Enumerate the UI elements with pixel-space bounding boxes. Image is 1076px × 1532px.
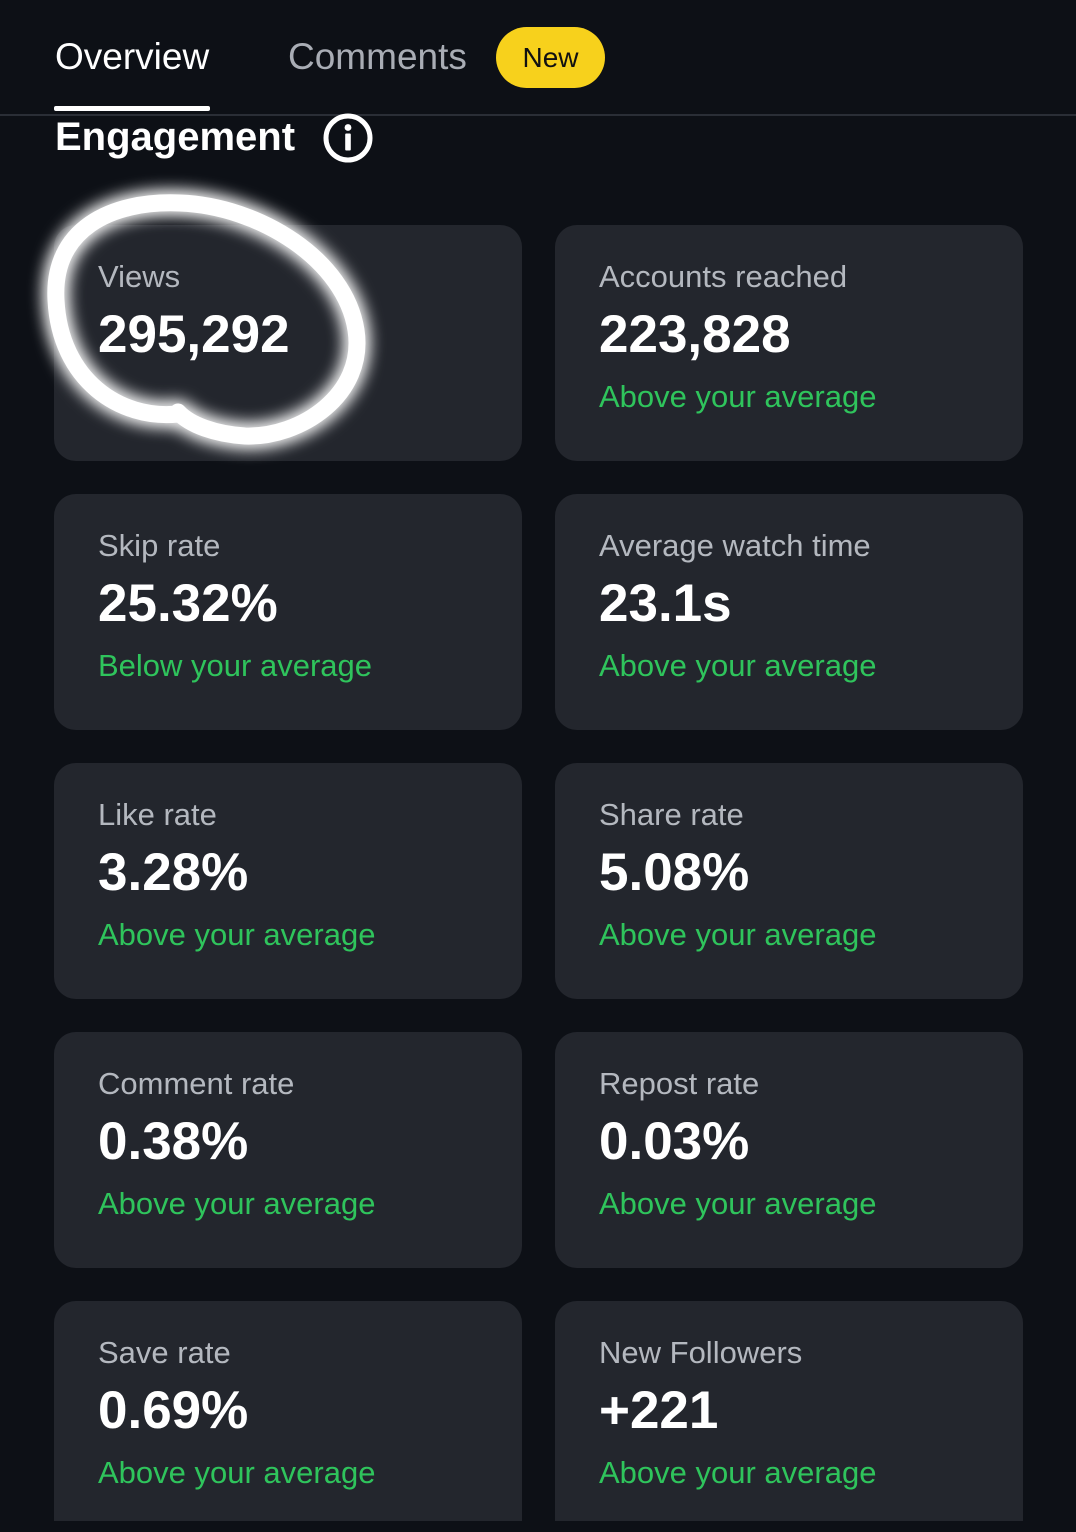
metric-value: 23.1s [599,574,732,633]
metric-card-share-rate[interactable]: Share rate 5.08% Above your average [555,763,1023,999]
metric-comparison: Above your average [599,1455,877,1490]
metric-card-new-followers[interactable]: New Followers +221 Above your average [555,1301,1023,1521]
metric-value: +221 [599,1381,719,1440]
metric-value: 25.32% [98,574,278,633]
metric-label: Comment rate [98,1066,295,1101]
active-tab-indicator [54,106,210,111]
metric-comparison: Above your average [98,1455,376,1490]
tab-comments[interactable]: Comments [288,36,467,77]
metric-label: Like rate [98,797,217,832]
metric-card-save-rate[interactable]: Save rate 0.69% Above your average [54,1301,522,1521]
section-title: Engagement [55,115,296,159]
metric-value: 0.03% [599,1112,750,1171]
metric-card-views[interactable]: Views 295,292 [54,225,522,461]
metric-value: 0.38% [98,1112,249,1171]
tab-bar: Overview Comments New [0,0,1076,116]
metric-comparison: Above your average [599,1186,877,1221]
metric-value: 223,828 [599,305,791,364]
metric-label: Save rate [98,1335,231,1370]
metric-card-like-rate[interactable]: Like rate 3.28% Above your average [54,763,522,999]
metric-card-comment-rate[interactable]: Comment rate 0.38% Above your average [54,1032,522,1268]
metric-comparison: Above your average [599,648,877,683]
new-badge: New [496,27,605,88]
metric-card-accounts-reached[interactable]: Accounts reached 223,828 Above your aver… [555,225,1023,461]
metric-label: Views [98,259,181,294]
tab-overview[interactable]: Overview [55,36,210,77]
info-icon[interactable] [322,112,374,164]
metric-card-repost-rate[interactable]: Repost rate 0.03% Above your average [555,1032,1023,1268]
metric-value: 5.08% [599,843,750,902]
metric-label: New Followers [599,1335,803,1370]
metric-value: 3.28% [98,843,249,902]
metric-label: Repost rate [599,1066,760,1101]
metric-comparison: Above your average [98,1186,376,1221]
metric-label: Share rate [599,797,744,832]
metric-value: 295,292 [98,305,290,364]
metric-comparison: Below your average [98,648,372,683]
metric-comparison: Above your average [599,917,877,952]
metric-label: Accounts reached [599,259,848,294]
metric-value: 0.69% [98,1381,249,1440]
metric-card-skip-rate[interactable]: Skip rate 25.32% Below your average [54,494,522,730]
metric-label: Skip rate [98,528,221,563]
metric-comparison: Above your average [98,917,376,952]
metric-label: Average watch time [599,528,871,563]
metric-card-average-watch-time[interactable]: Average watch time 23.1s Above your aver… [555,494,1023,730]
metric-comparison: Above your average [599,379,877,414]
